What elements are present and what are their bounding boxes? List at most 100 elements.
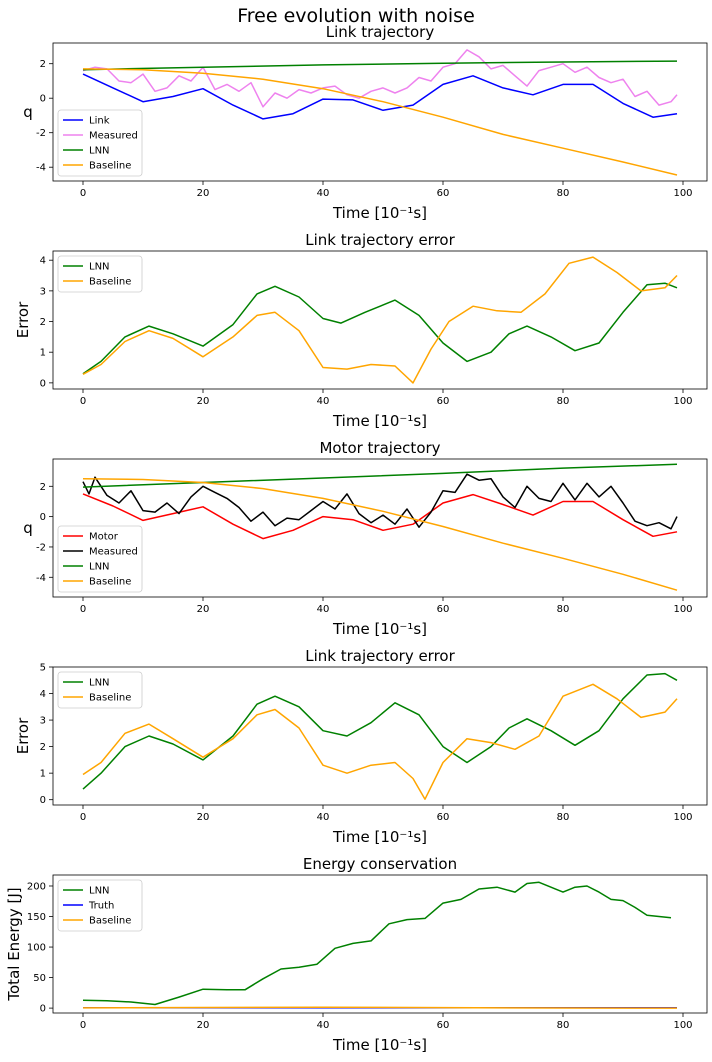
y-tick-label: -4 [36,163,46,174]
series-line-baseline [82,1006,678,1009]
series-line-lnn [82,672,678,790]
legend-entry: LNN [89,262,110,273]
series-line-measured [82,473,678,530]
x-tick-label: 20 [197,1020,210,1031]
x-tick-label: 60 [437,396,450,407]
chart-panel-3: Motor trajectory 0 20 40 60 80 100 -4 -2 0 2 Time [… [23,439,708,638]
y-tick-label: 50 [33,973,46,984]
x-tick-label: 40 [317,396,330,407]
x-tick-label: 20 [197,188,210,199]
legend-entry: Baseline [89,277,131,288]
legend: LNN Truth Baseline [57,879,143,932]
y-tick-label: 5 [40,663,46,674]
axes-frame [52,42,708,182]
legend: Link Measured LNN Baseline [57,109,143,177]
series-line-link [82,73,678,120]
x-tick-label: 100 [673,812,692,823]
legend-entry: LNN [89,886,110,897]
x-axis-label: Time [10⁻¹s] [332,620,427,638]
x-tick-label: 20 [197,812,210,823]
legend-box [57,671,143,709]
x-tick-label: 80 [557,812,570,823]
legend-box [57,109,143,177]
legend-entry: Link [89,116,110,127]
x-tick-label: 0 [80,812,86,823]
y-tick-label: 0 [40,1004,46,1015]
y-tick-label: 4 [40,689,46,700]
legend: LNN Baseline [57,255,143,293]
x-tick-label: 0 [80,604,86,615]
x-tick-label: 100 [673,188,692,199]
chart-panel-5: Energy conservation 0 20 40 60 80 100 0 50 100 150… [5,855,708,1054]
x-tick-label: 80 [557,188,570,199]
x-tick-label: 60 [437,188,450,199]
x-tick-label: 100 [673,1020,692,1031]
chart-title: Link trajectory error [305,231,455,249]
axes-frame [52,458,708,598]
chart-panel-2: Link trajectory error 0 20 40 60 80 100 0 1 2 3 4 Ti… [14,231,708,430]
x-tick-label: 0 [80,1020,86,1031]
legend-entry: Measured [89,131,138,142]
y-tick-label: 150 [27,912,46,923]
x-tick-label: 20 [197,396,210,407]
y-tick-label: 0 [40,378,46,389]
x-axis-label: Time [10⁻¹s] [332,204,427,222]
series-line-lnn [82,282,678,375]
x-tick-label: 40 [317,812,330,823]
legend-entry: Baseline [89,693,131,704]
y-tick-label: -2 [36,128,46,139]
chart-panel-1: Link trajectory 0 20 40 60 80 100 -4 -2 0 2 Time [1… [23,23,708,222]
y-tick-label: 200 [27,881,46,892]
x-tick-label: 80 [557,604,570,615]
y-tick-label: 2 [40,482,46,493]
x-tick-label: 80 [557,1020,570,1031]
series-line-baseline [82,477,678,591]
legend-entry: Baseline [89,577,131,588]
legend-entry: Baseline [89,916,131,927]
legend-entry: LNN [89,562,110,573]
y-tick-label: 1 [40,348,46,359]
y-axis-label: Error [14,301,32,338]
x-tick-label: 60 [437,812,450,823]
x-tick-label: 100 [673,604,692,615]
y-tick-label: 0 [40,94,46,105]
y-tick-label: -2 [36,542,46,553]
x-tick-label: 0 [80,188,86,199]
series-line-baseline [82,256,678,384]
series-line-baseline [82,683,678,800]
legend-entry: Truth [88,901,114,912]
legend-box [57,525,143,593]
x-tick-label: 60 [437,1020,450,1031]
y-axis-label: Error [14,717,32,754]
x-tick-label: 20 [197,604,210,615]
chart-title: Link trajectory error [305,647,455,665]
x-tick-label: 40 [317,188,330,199]
series-line-baseline [82,68,678,176]
axes-frame [52,874,708,1014]
legend-box [57,879,143,932]
axes-frame [52,250,708,390]
legend-entry: LNN [89,678,110,689]
x-tick-label: 40 [317,1020,330,1031]
x-axis-label: Time [10⁻¹s] [332,828,427,846]
x-axis-label: Time [10⁻¹s] [332,412,427,430]
series-line-lnn [82,463,678,488]
y-tick-label: 2 [40,317,46,328]
legend-entry: Motor [89,532,119,543]
series-line-measured [82,49,678,108]
figure-title: Free evolution with noise [237,5,475,27]
y-tick-label: 100 [27,943,46,954]
x-tick-label: 100 [673,396,692,407]
legend-entry: Baseline [89,161,131,172]
legend-entry: LNN [89,146,110,157]
y-axis-label: Total Energy [J] [5,887,23,1001]
y-tick-label: 2 [40,59,46,70]
y-tick-label: 0 [40,795,46,806]
series-line-motor [82,493,678,540]
y-tick-label: 1 [40,769,46,780]
legend: Motor Measured LNN Baseline [57,525,143,593]
x-axis-label: Time [10⁻¹s] [332,1036,427,1054]
chart-title: Motor trajectory [319,439,440,457]
chart-title: Link trajectory [326,23,435,41]
